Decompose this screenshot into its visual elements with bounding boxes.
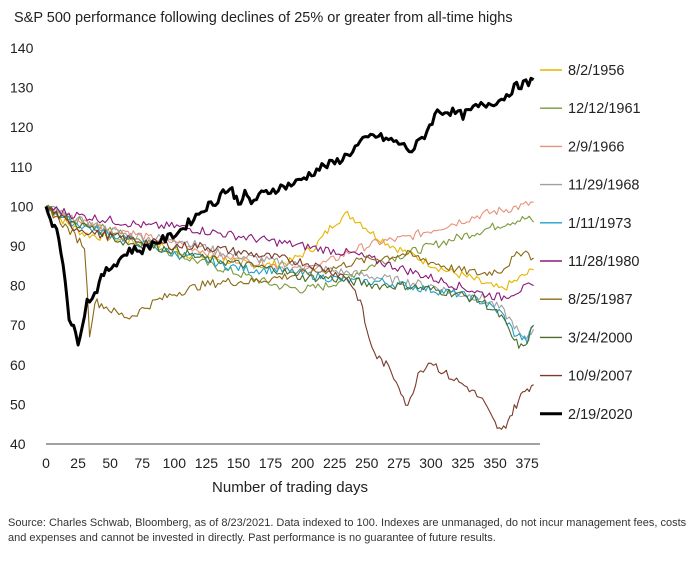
series-lines (44, 76, 535, 430)
y-tick-label: 70 (10, 317, 26, 333)
x-tick-label: 250 (355, 455, 379, 471)
x-tick-label: 25 (70, 455, 86, 471)
y-tick-label: 100 (10, 198, 34, 214)
legend-label: 12/12/1961 (568, 101, 641, 117)
x-tick-label: 275 (387, 455, 411, 471)
legend-label: 2/19/2020 (568, 407, 633, 423)
y-tick-label: 40 (10, 436, 26, 452)
x-tick-label: 200 (291, 455, 315, 471)
legend: 8/2/1956 12/12/1961 2/9/1966 11/29/1968 1/11… (540, 63, 641, 423)
y-tick-label: 80 (10, 278, 26, 294)
series-line (44, 76, 535, 347)
x-tick-label: 325 (451, 455, 475, 471)
legend-label: 1/11/1973 (568, 216, 631, 232)
y-tick-label: 50 (10, 396, 26, 412)
legend-label: 11/28/1980 (568, 254, 640, 270)
x-axis-label: Number of trading days (212, 479, 368, 496)
legend-label: 8/25/1987 (568, 292, 633, 308)
y-tick-label: 90 (10, 238, 26, 254)
x-tick-label: 50 (102, 455, 118, 471)
y-tick-label: 60 (10, 357, 26, 373)
chart-title: S&P 500 performance following declines o… (14, 10, 513, 26)
legend-label: 8/2/1956 (568, 63, 624, 79)
x-tick-label: 175 (259, 455, 283, 471)
series-line (45, 205, 534, 302)
x-tick-label: 150 (227, 455, 251, 471)
y-tick-label: 130 (10, 80, 34, 96)
line-chart: 40 50 60 70 80 90 100 110 120 130 140 0 25 50 75 100 125… (10, 40, 641, 471)
legend-label: 11/29/1968 (568, 178, 640, 194)
x-tick-label: 75 (134, 455, 150, 471)
x-tick-label: 300 (419, 455, 443, 471)
series-line (45, 206, 535, 294)
y-tick-label: 120 (10, 119, 34, 135)
x-tick-label: 350 (483, 455, 507, 471)
series-line (45, 206, 534, 430)
x-tick-label: 375 (515, 455, 539, 471)
axes: 40 50 60 70 80 90 100 110 120 130 140 0 25 50 75 100 125… (10, 40, 540, 471)
y-tick-label: 140 (10, 40, 34, 56)
legend-label: 3/24/2000 (568, 330, 633, 346)
x-tick-label: 0 (42, 455, 50, 471)
legend-label: 10/9/2007 (568, 369, 633, 385)
source-note: Source: Charles Schwab, Bloomberg, as of… (8, 517, 687, 544)
x-tick-label: 225 (323, 455, 347, 471)
x-tick-label: 125 (195, 455, 219, 471)
y-tick-label: 110 (10, 159, 33, 175)
legend-label: 2/9/1966 (568, 139, 624, 155)
x-tick-label: 100 (163, 455, 187, 471)
series-line (45, 205, 534, 349)
series-line (45, 204, 534, 338)
series-line (45, 205, 535, 345)
